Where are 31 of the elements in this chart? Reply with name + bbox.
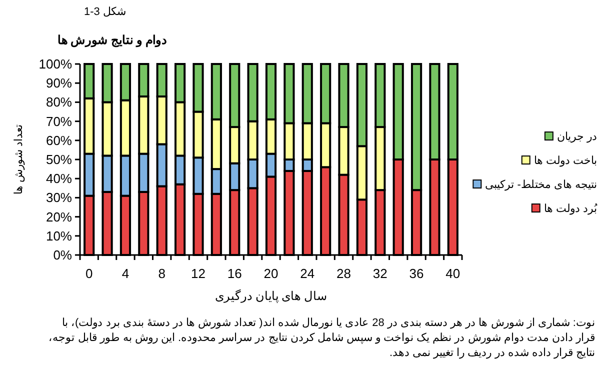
- y-tick-label: 20%: [46, 209, 72, 224]
- x-tick-label: 4: [122, 266, 130, 281]
- x-tick-label: 8: [158, 266, 166, 281]
- legend-label: نتیجه های مختلط- ترکیبی: [485, 179, 597, 191]
- y-tick-label: 90%: [46, 76, 72, 91]
- y-tick-label: 60%: [46, 132, 72, 148]
- x-tick-label: 16: [227, 266, 242, 281]
- legend-label: بُرد دولت ها: [544, 203, 598, 215]
- x-tick-label: 40: [446, 266, 460, 281]
- x-tick-label: 32: [372, 266, 388, 281]
- y-tick-label: 100%: [38, 56, 72, 72]
- text: شکل 3-1: [84, 6, 126, 18]
- x-axis-title: سال های پایان درگیری: [214, 289, 328, 303]
- y-axis-title: تعداد شورش ها: [13, 124, 25, 195]
- x-tick-label: 36: [409, 266, 424, 281]
- chart-title: دوام و نتایج شورش ها: [57, 33, 167, 48]
- y-tick-label: 50%: [46, 152, 72, 167]
- legend-label: باخت دولت ها: [534, 155, 597, 167]
- y-tick-label: 40%: [46, 171, 72, 186]
- y-tick-label: 70%: [46, 114, 72, 129]
- y-tick-label: 10%: [46, 228, 72, 244]
- x-tick-label: 0: [85, 266, 93, 281]
- x-tick-label: 28: [336, 266, 351, 281]
- y-tick-label: 80%: [46, 94, 72, 110]
- legend-label: در جریان: [556, 131, 597, 143]
- y-tick-label: 0%: [53, 248, 72, 262]
- x-tick-label: 12: [191, 266, 206, 281]
- y-tick-label: 30%: [46, 190, 72, 206]
- text: نوت: شماری از شورش ها در هر دسته بندی در 28 عادی یا نورمال شده اند( تعداد شورش ها در دستهٔ بندی برد دولت)، با قرار دادن مدت دوام شورش در نظم یک نواخت و سپس شامل کردن نتایج در سراسر محدوده. این روش به طور قابل توجه، نتایج قرار داده شده در ردیف را تغییر نمی دهد.: [48, 316, 595, 361]
- x-tick-label: 20: [264, 266, 278, 281]
- x-tick-label: 24: [300, 266, 315, 281]
